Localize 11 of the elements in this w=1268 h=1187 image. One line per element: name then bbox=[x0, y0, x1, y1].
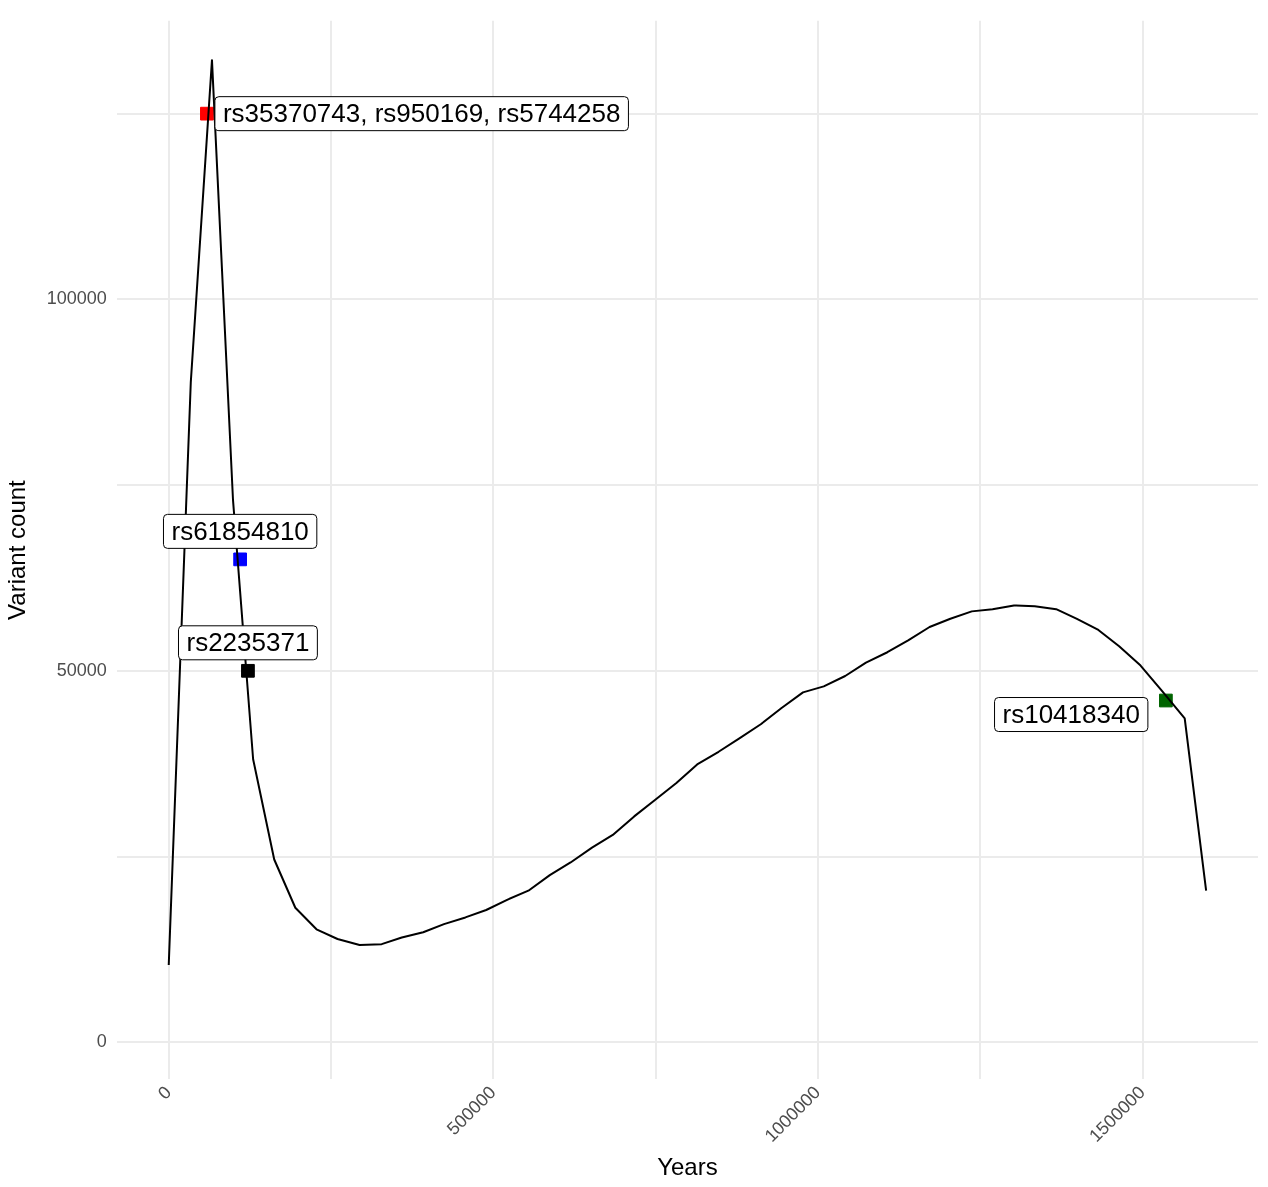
y-tick-label: 100000 bbox=[46, 288, 107, 309]
annotation: rs61854810 bbox=[171, 515, 309, 546]
y-tick-label: 0 bbox=[96, 1031, 107, 1052]
x-tick-label: 0 bbox=[153, 1082, 176, 1104]
y-axis-title: Variant count bbox=[3, 479, 31, 620]
annotation: rs2235371 bbox=[186, 626, 310, 657]
annotation: rs35370743, rs950169, rs5744258 bbox=[222, 97, 621, 128]
point bbox=[241, 663, 255, 678]
x-axis-title: Years bbox=[657, 1153, 718, 1181]
annotation: rs10418340 bbox=[1002, 698, 1140, 729]
y-tick-label: 50000 bbox=[56, 659, 107, 680]
